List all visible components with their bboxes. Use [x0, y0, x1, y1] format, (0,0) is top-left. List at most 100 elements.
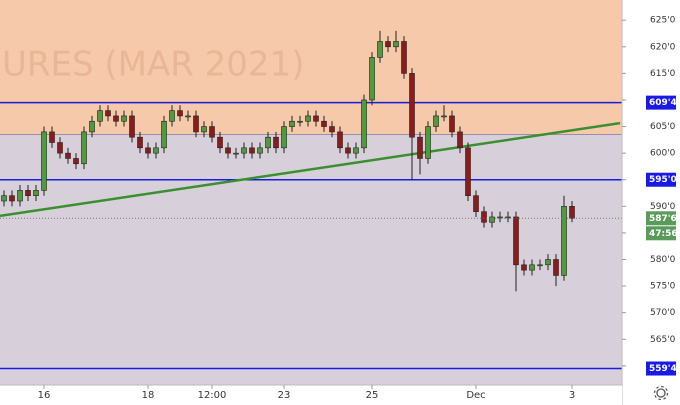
level-tag — [646, 95, 676, 110]
candle-body — [321, 120, 327, 127]
y-tick-label: 605'0 — [650, 122, 676, 132]
candle-body — [481, 211, 487, 223]
candle-body — [105, 110, 111, 117]
zone-below — [0, 134, 622, 385]
settings-icon[interactable] — [653, 385, 669, 401]
candle-body — [129, 115, 135, 138]
level-label: 595'0 — [649, 175, 677, 185]
price-axis — [622, 0, 680, 405]
candle-body — [1, 195, 7, 202]
last-price-tag — [646, 211, 676, 226]
candle-body — [497, 216, 503, 219]
x-tick-label: 3 — [569, 390, 575, 401]
x-tick-label: 23 — [278, 390, 291, 401]
candle-body — [161, 120, 167, 149]
candle-body — [537, 264, 543, 267]
countdown-label: 47:56 — [649, 229, 678, 239]
level-label: 609'4 — [649, 98, 677, 108]
candle-body — [49, 131, 55, 143]
candle-body — [425, 126, 431, 159]
y-tick-label: 580'0 — [650, 255, 676, 265]
candle-body — [121, 115, 127, 122]
candle-body — [449, 115, 455, 133]
candle-body — [329, 126, 335, 133]
zone-above — [0, 0, 622, 135]
candle-body — [185, 115, 191, 118]
last-price-label: 587'6 — [649, 214, 677, 224]
candle-body — [345, 147, 351, 154]
candle-body — [385, 41, 391, 48]
candle-body — [193, 115, 199, 133]
candle-body — [417, 136, 423, 159]
y-tick-label: 625'0 — [650, 16, 676, 26]
candle-body — [289, 120, 295, 127]
candle-body — [281, 126, 287, 149]
x-tick-label: Dec — [466, 390, 485, 401]
plot-area: URES (MAR 2021) — [0, 0, 622, 385]
candle-body — [561, 206, 567, 276]
candle-body — [569, 206, 575, 219]
candle-body — [433, 115, 439, 127]
candle-body — [553, 259, 559, 276]
y-tick-label: 565'0 — [650, 335, 676, 345]
candle-body — [81, 131, 87, 165]
candle-body — [217, 136, 223, 149]
y-tick-label: 600'0 — [650, 149, 676, 159]
candle-body — [73, 158, 79, 165]
candle-body — [201, 126, 207, 133]
candle-body — [545, 259, 551, 266]
candle-body — [41, 131, 47, 191]
candle-body — [473, 195, 479, 212]
y-tick-label: 620'0 — [650, 42, 676, 52]
candle-body — [401, 41, 407, 74]
candle-body — [25, 190, 31, 196]
candle-body — [57, 142, 63, 154]
candle-body — [97, 110, 103, 122]
candle-body — [233, 152, 239, 155]
level-tag — [646, 361, 676, 376]
x-tick-label: 12:00 — [198, 390, 227, 401]
candle-body — [513, 216, 519, 266]
countdown-tag — [646, 226, 676, 241]
candle-body — [89, 120, 95, 133]
candle-body — [457, 131, 463, 149]
candle-body — [521, 264, 527, 271]
candle-body — [369, 57, 375, 101]
candle-body — [225, 147, 231, 154]
candle-body — [257, 147, 263, 154]
candle-body — [153, 147, 159, 154]
trend-line — [0, 121, 621, 218]
candle-body — [441, 115, 447, 118]
y-tick-label: 575'0 — [650, 282, 676, 292]
candle-body — [377, 41, 383, 58]
candle-body — [113, 115, 119, 122]
x-tick-label: 25 — [366, 390, 379, 401]
x-tick-label: 16 — [38, 390, 51, 401]
candle-body — [305, 115, 311, 122]
candle-body — [9, 195, 15, 202]
y-tick-label: 590'0 — [650, 202, 676, 212]
candle-body — [33, 190, 39, 196]
candle-body — [241, 147, 247, 154]
candle-body — [489, 216, 495, 223]
candle-body — [273, 136, 279, 149]
level-label: 559'4 — [649, 364, 677, 374]
candle-body — [209, 126, 215, 138]
y-tick-label: 570'0 — [650, 308, 676, 318]
candle-body — [409, 73, 415, 138]
candle-body — [353, 147, 359, 154]
candle-body — [177, 110, 183, 117]
candle-body — [17, 190, 23, 202]
x-tick-label: 18 — [142, 390, 155, 401]
candle-body — [465, 147, 471, 196]
watermark: URES (MAR 2021) — [2, 45, 304, 85]
candle-body — [361, 99, 367, 149]
candle-body — [169, 110, 175, 122]
candle-body — [265, 136, 271, 149]
candle-body — [393, 41, 399, 48]
candle-body — [145, 147, 151, 154]
candle-body — [297, 120, 303, 123]
level-tag — [646, 172, 676, 187]
candle-body — [529, 264, 535, 271]
